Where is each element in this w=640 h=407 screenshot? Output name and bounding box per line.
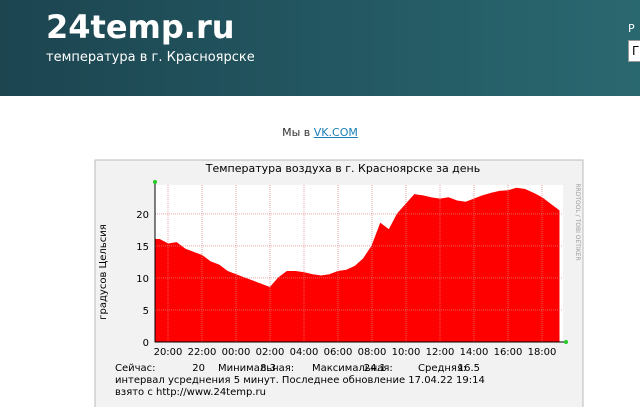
x-tick-label: 14:00 xyxy=(460,347,489,358)
site-subtitle: температура в г. Красноярске xyxy=(46,50,255,65)
stat-label: Сейчас: xyxy=(115,363,156,374)
footer-line: взято с http://www.24temp.ru xyxy=(115,387,266,398)
y-tick-label: 10 xyxy=(136,274,149,285)
temperature-area xyxy=(154,187,560,343)
y-tick-label: 15 xyxy=(136,242,149,253)
x-tick-label: 06:00 xyxy=(324,347,353,358)
x-tick-label: 12:00 xyxy=(426,347,455,358)
x-tick-label: 16:00 xyxy=(494,347,523,358)
social-link[interactable]: VK.COM xyxy=(313,126,358,139)
social-text: Мы в xyxy=(282,126,311,139)
stat-value: 20 xyxy=(192,363,205,374)
stat-label: Минимальная: xyxy=(218,363,294,374)
stat-value: 8.3 xyxy=(260,363,276,374)
side-text: RRDTOOL / TOBI OETIKER xyxy=(574,183,581,260)
axis-arrow xyxy=(564,340,568,344)
social: Мы в VK.COM xyxy=(0,126,640,139)
x-tick-label: 10:00 xyxy=(392,347,421,358)
x-tick-label: 18:00 xyxy=(528,347,557,358)
x-tick-label: 22:00 xyxy=(188,347,217,358)
y-tick-label: 20 xyxy=(136,210,149,221)
chart-title: Температура воздуха в г. Красноярске за … xyxy=(205,162,480,175)
axis-arrow xyxy=(153,180,157,184)
y-tick-label: 0 xyxy=(143,338,149,349)
y-axis-label: градусов Цельсия xyxy=(98,224,109,319)
y-tick-label: 5 xyxy=(143,306,149,317)
stat-label: Средняя: xyxy=(418,363,466,374)
x-tick-label: 02:00 xyxy=(256,347,285,358)
x-tick-label: 04:00 xyxy=(290,347,319,358)
x-tick-label: 00:00 xyxy=(222,347,251,358)
stat-value: 16.5 xyxy=(458,363,480,374)
x-tick-label: 08:00 xyxy=(358,347,387,358)
site-title[interactable]: 24temp.ru xyxy=(46,8,235,46)
footer-line: интервал усреднения 5 минут. Последнее о… xyxy=(115,375,485,386)
search-input[interactable]: Г xyxy=(628,40,640,62)
header: 24temp.ru температура в г. Красноярске Р… xyxy=(0,0,640,96)
stat-value: 24.1 xyxy=(364,363,386,374)
stat-label: Максимальная: xyxy=(312,363,393,374)
x-tick-label: 20:00 xyxy=(154,347,183,358)
search-label: Р xyxy=(628,22,635,35)
